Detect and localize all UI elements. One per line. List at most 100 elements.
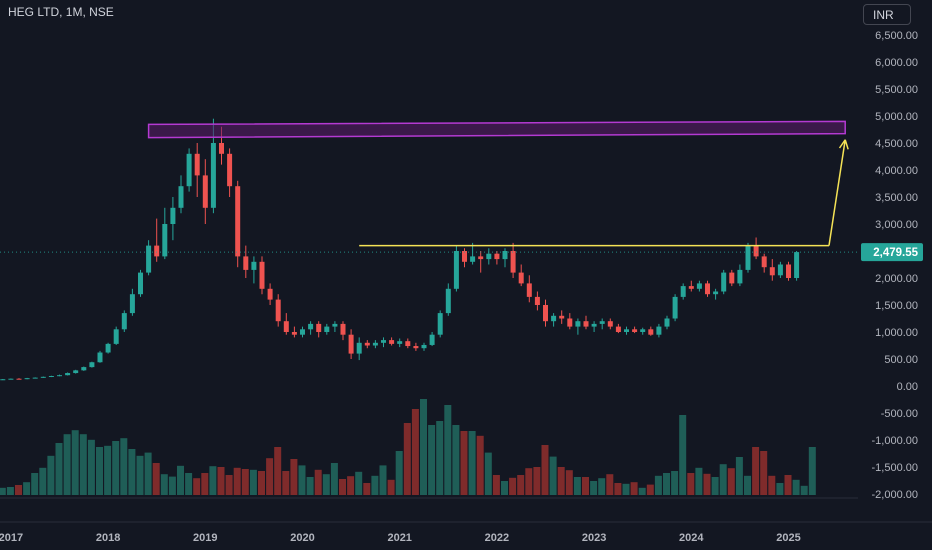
- current-price-label: 2,479.55: [873, 247, 918, 259]
- candle: [413, 342, 419, 351]
- candle-body: [551, 315, 557, 322]
- candle: [170, 197, 176, 241]
- candle-body: [640, 329, 646, 332]
- price-tick-label: 4,500.00: [875, 138, 918, 150]
- candle-body: [73, 370, 79, 374]
- volume-bar: [671, 471, 679, 495]
- volume-bar: [752, 447, 760, 495]
- candle-body: [97, 352, 103, 363]
- volume-bar: [96, 447, 103, 495]
- candle: [737, 264, 743, 287]
- volume-bar: [719, 464, 727, 495]
- candle: [24, 377, 30, 380]
- candle-body: [381, 340, 386, 343]
- candle: [494, 251, 500, 265]
- candle: [470, 242, 476, 265]
- candle: [73, 369, 79, 374]
- candle-body: [624, 329, 629, 332]
- volume-bar: [476, 435, 484, 495]
- candle-body: [543, 305, 548, 322]
- candle: [583, 315, 589, 330]
- volume-bar: [800, 485, 808, 495]
- candle-body: [453, 251, 459, 289]
- volume-bar: [55, 443, 63, 495]
- candle: [591, 321, 597, 332]
- time-axis[interactable]: 2017 2018 2019 2020 2021 2022 2023 2024 2025: [0, 497, 932, 544]
- candle-body: [16, 378, 22, 380]
- candle-body: [24, 378, 30, 380]
- candle-body: [721, 272, 727, 292]
- volume-bar: [565, 470, 573, 495]
- volume-bar: [274, 447, 282, 495]
- volume-bar: [638, 487, 646, 495]
- volume-bar: [468, 431, 476, 495]
- currency-button[interactable]: INR: [863, 4, 911, 25]
- candle-body: [688, 286, 694, 289]
- candle-body: [243, 256, 249, 270]
- candle: [16, 378, 22, 380]
- candle: [705, 280, 710, 297]
- candle: [559, 310, 565, 324]
- target-zone-rectangle[interactable]: [147, 120, 846, 139]
- candle-body: [178, 186, 184, 208]
- candle-body: [769, 267, 775, 276]
- candle: [275, 294, 281, 327]
- target-arrow[interactable]: [828, 139, 849, 246]
- volume-bar: [403, 423, 411, 495]
- volume-bar: [768, 475, 776, 495]
- volume-bar: [339, 479, 346, 495]
- candle: [283, 313, 289, 335]
- candle: [381, 337, 386, 348]
- volume-bar: [501, 481, 508, 495]
- volume-bar: [290, 459, 298, 495]
- candle: [445, 283, 451, 316]
- candle: [721, 269, 727, 295]
- candle: [8, 378, 14, 380]
- candle: [113, 326, 119, 345]
- candle: [129, 288, 135, 316]
- candle-body: [794, 252, 800, 278]
- candle: [97, 350, 103, 363]
- candle-body: [194, 153, 200, 176]
- volume-bar: [160, 474, 168, 495]
- candle: [146, 240, 152, 276]
- volume-bar: [606, 474, 614, 495]
- volume-bar: [266, 458, 274, 495]
- volume-bar: [573, 477, 581, 495]
- volume-bar: [517, 475, 525, 495]
- candle: [81, 366, 87, 371]
- candle: [186, 148, 192, 192]
- candle: [340, 321, 346, 341]
- candle: [453, 245, 459, 292]
- price-tick-label: 6,500.00: [875, 30, 918, 42]
- candle-body: [251, 261, 257, 270]
- candle: [364, 340, 370, 349]
- candle: [389, 337, 395, 346]
- candle: [316, 321, 322, 338]
- volume-bar: [654, 475, 662, 495]
- price-axis[interactable]: 6,500.00 6,000.00 5,500.00 5,000.00 4,500.00…: [858, 0, 932, 550]
- volume-bar: [484, 452, 492, 495]
- candle: [243, 245, 249, 278]
- candle: [437, 310, 443, 338]
- candle-body: [705, 283, 710, 295]
- volume-bar: [363, 483, 371, 495]
- candle-body: [235, 186, 241, 257]
- volume-bar: [193, 478, 201, 495]
- volume-bar: [79, 434, 87, 495]
- drawings-layer: [0, 120, 858, 253]
- candle-body: [162, 224, 168, 257]
- volume-bar: [258, 471, 265, 495]
- volume-bar: [6, 487, 14, 495]
- candle-body: [575, 321, 581, 327]
- candle: [121, 310, 127, 332]
- candle-body: [421, 344, 427, 349]
- candle-body: [510, 251, 516, 273]
- volume-bar: [598, 478, 606, 495]
- candle-body: [267, 288, 273, 300]
- candle-body: [745, 245, 751, 270]
- candle: [729, 269, 735, 287]
- candle-body: [486, 253, 492, 260]
- candle-body: [65, 373, 71, 376]
